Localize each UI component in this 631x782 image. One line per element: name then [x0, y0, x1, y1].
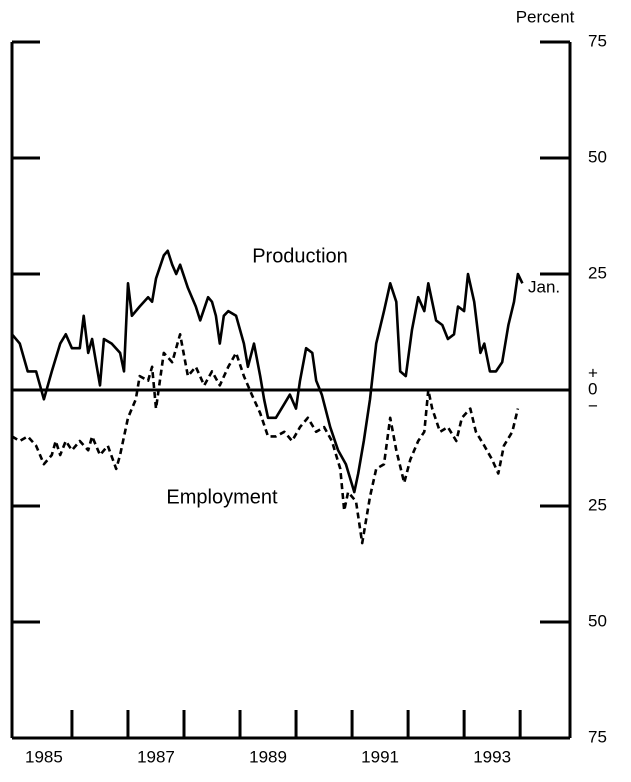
y-tick-label: 75 [588, 31, 607, 50]
y-axis-label: Percent [516, 7, 575, 26]
series-line [11, 333, 520, 545]
y-tick-label: 75 [588, 727, 607, 746]
y-tick-label: 0 [588, 379, 597, 398]
series-line [11, 249, 524, 494]
sign-label: − [588, 396, 598, 415]
sign-label: + [588, 363, 598, 382]
x-tick-label: 1989 [249, 747, 287, 766]
y-tick-label: 25 [588, 263, 607, 282]
series-label: Employment [166, 486, 278, 508]
series-label: Production [252, 245, 348, 267]
x-tick-label: 1991 [361, 747, 399, 766]
y-tick-label: 50 [588, 147, 607, 166]
x-tick-label: 1987 [137, 747, 175, 766]
x-tick-label: 1985 [25, 747, 63, 766]
x-tick-label: 1993 [473, 747, 511, 766]
end-label: Jan. [528, 277, 560, 296]
y-tick-label: 25 [588, 495, 607, 514]
y-tick-label: 50 [588, 611, 607, 630]
